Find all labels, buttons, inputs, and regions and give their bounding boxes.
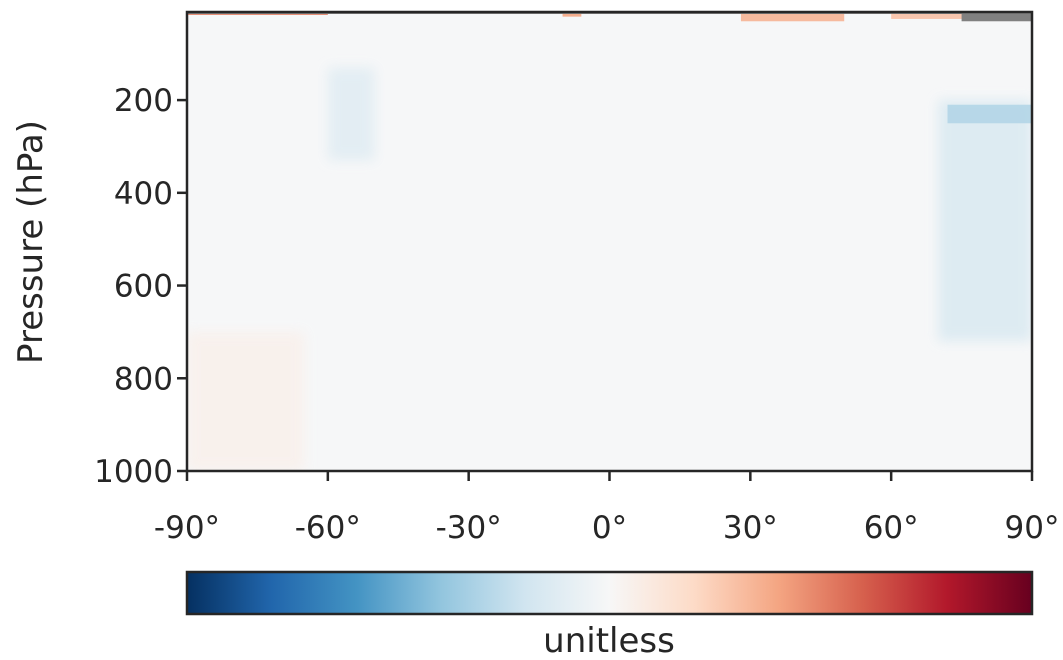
heatmap-cell-7 [891, 12, 967, 19]
missing-region-1 [961, 12, 1032, 22]
heatmap-background [187, 12, 1032, 471]
colorbar-label: unitless [543, 621, 675, 660]
y-tick-label-3: 800 [114, 361, 173, 397]
x-tick-label-5: 60° [864, 510, 919, 546]
heatmap-cell-3 [947, 104, 1032, 124]
y-tick-label-1: 400 [114, 176, 173, 212]
x-tick-label-4: 30° [723, 510, 778, 546]
heatmap-cell-1 [187, 331, 305, 471]
x-tick-label-0: -90° [154, 510, 220, 546]
heatmap-cell-2 [938, 100, 1032, 342]
x-tick-label-3: 0° [592, 510, 627, 546]
y-tick-label-0: 200 [114, 83, 173, 119]
x-tick-label-1: -60° [295, 510, 361, 546]
heatmap-cell-0 [327, 67, 375, 161]
y-tick-label-4: 1000 [94, 454, 173, 490]
heatmap-cell-6 [740, 12, 845, 22]
heatmap-cell-5 [562, 12, 582, 17]
plot-area [187, 12, 1032, 471]
colorbar [185, 570, 1034, 616]
y-tick-label-2: 600 [114, 269, 173, 305]
x-tick-label-2: -30° [436, 510, 502, 546]
x-axis: -90° -60° -30° 0° 30° 60° 90° [154, 471, 1060, 546]
y-axis: 200 400 600 800 1000 [94, 83, 187, 490]
x-tick-label-6: 90° [1005, 510, 1060, 546]
y-axis-label: Pressure (hPa) [11, 120, 51, 364]
heatmap-features [187, 12, 1032, 471]
